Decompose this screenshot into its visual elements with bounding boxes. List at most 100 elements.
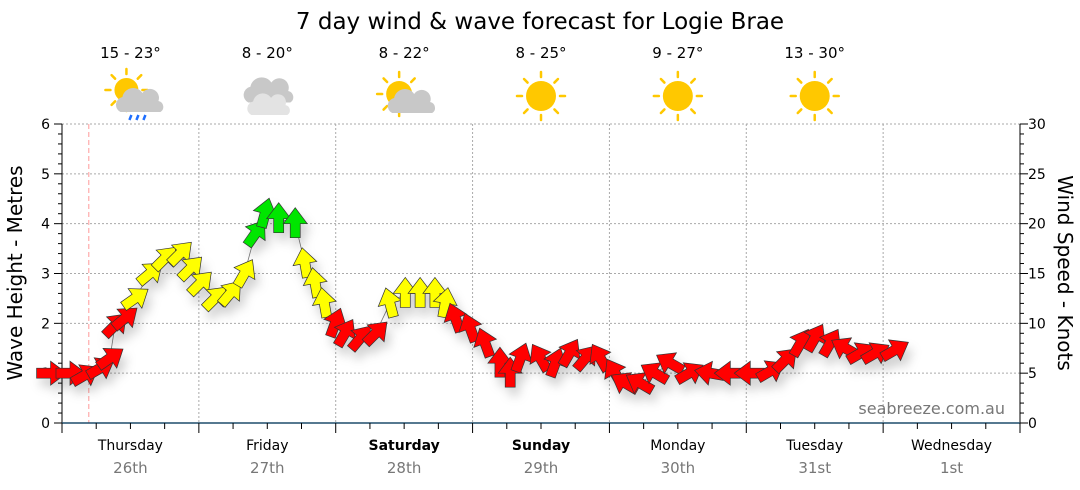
right-tick-label: 10 — [1028, 316, 1046, 332]
wind-arrow — [36, 360, 68, 386]
day-label: Sunday — [512, 438, 570, 454]
wind-arrow — [473, 327, 498, 359]
wind-arrow — [333, 318, 356, 349]
wind-arrow — [110, 307, 138, 332]
sun-icon — [652, 70, 704, 122]
left-tick-label: 6 — [41, 117, 50, 133]
left-tick-label: 5 — [41, 167, 50, 183]
left-axis-label: Wave Height - Metres — [3, 165, 27, 380]
temperature-range: 8 - 20° — [242, 44, 293, 62]
wind-arrow — [265, 202, 292, 234]
wind-arrow — [95, 348, 124, 371]
sun-cloud-icon — [375, 70, 435, 118]
sun-disc — [526, 81, 556, 111]
sun-ray — [796, 108, 803, 115]
wind-arrow — [282, 207, 308, 239]
sun-ray — [522, 77, 529, 84]
sun-ray — [136, 73, 143, 80]
sun-ray — [690, 77, 697, 84]
daily-forecast-header: 15 - 23° 8 - 20° 8 - 22° 8 - 25° 9 - 27° 13 -… — [100, 44, 845, 122]
temperature-range: 13 - 30° — [784, 44, 845, 62]
sun-ray — [826, 77, 833, 84]
wind-arrow — [407, 276, 433, 308]
date-label: 30th — [661, 459, 695, 477]
sun-ray — [522, 108, 529, 115]
left-tick-label: 4 — [41, 217, 50, 233]
sun-ray — [553, 77, 560, 84]
sun-ray — [409, 77, 416, 84]
date-label: 26th — [113, 459, 147, 477]
wind-arrow — [186, 271, 212, 298]
wind-arrow — [176, 256, 203, 283]
day-label: Tuesday — [785, 438, 843, 454]
wind-arrows — [36, 197, 909, 395]
temperature-range: 8 - 25° — [515, 44, 566, 62]
right-axis-label: Wind Speed - Knots — [1053, 175, 1077, 371]
date-label: 29th — [524, 459, 558, 477]
cloudy-icon — [243, 77, 294, 115]
rain-drop — [142, 114, 147, 121]
left-tick-label: 3 — [41, 267, 50, 283]
cloud-shape — [387, 89, 435, 113]
wind-arrow — [508, 342, 533, 374]
sun-disc — [799, 81, 830, 111]
sun-ray — [659, 77, 666, 84]
sun-ray — [690, 108, 697, 115]
wind-arrow — [656, 352, 686, 376]
wind-arrow — [232, 259, 256, 289]
day-label: Friday — [246, 438, 288, 454]
sun-ray — [659, 108, 666, 115]
left-tick-label: 2 — [41, 316, 50, 332]
sun-cloud-rain-icon — [104, 67, 164, 121]
left-tick-label: 0 — [41, 416, 50, 432]
wind-arrow — [733, 360, 765, 386]
date-label: 27th — [250, 459, 284, 477]
sun-ray — [382, 104, 389, 111]
wind-arrow — [879, 339, 909, 363]
wind-arrow — [120, 288, 149, 312]
temperature-range: 8 - 22° — [379, 44, 430, 62]
date-label: 28th — [387, 459, 421, 477]
chart-title: 7 day wind & wave forecast for Logie Bra… — [296, 9, 784, 35]
day-label: Monday — [650, 438, 705, 454]
day-label: Saturday — [369, 438, 440, 454]
wind-arrow — [392, 276, 418, 308]
sun-ray — [110, 73, 117, 80]
day-label: Thursday — [97, 438, 163, 454]
wind-arrow — [771, 348, 797, 375]
right-tick-label: 20 — [1028, 217, 1046, 233]
wind-arrow — [361, 321, 388, 348]
cloud-shape — [116, 88, 164, 112]
axes: 0123456051015202530Thursday26thFriday27t… — [41, 117, 1046, 477]
right-tick-label: 15 — [1028, 267, 1046, 283]
rain-drop — [128, 114, 133, 121]
sun-icon — [515, 70, 567, 122]
temperature-range: 9 - 27° — [652, 44, 703, 62]
wind-arrow — [252, 197, 278, 229]
watermark: seabreeze.com.au — [858, 399, 1005, 418]
wind-arrow — [625, 372, 656, 395]
wind-arrow — [166, 241, 192, 268]
sun-ray — [110, 100, 117, 107]
day-label: Wednesday — [911, 438, 992, 454]
wind-arrow — [802, 323, 826, 354]
wind-arrow — [216, 280, 241, 308]
right-tick-label: 0 — [1028, 416, 1037, 432]
temperature-range: 15 - 23° — [100, 44, 161, 62]
right-tick-label: 25 — [1028, 167, 1046, 183]
right-tick-label: 30 — [1028, 117, 1046, 133]
date-label: 1st — [940, 459, 963, 477]
sun-ray — [382, 77, 389, 84]
date-label: 31st — [798, 459, 831, 477]
wind-arrow — [377, 287, 403, 319]
sun-icon — [789, 70, 840, 122]
sun-ray — [796, 77, 803, 84]
wind-arrow — [323, 307, 347, 339]
wind-arrow — [640, 362, 671, 385]
sun-ray — [826, 108, 833, 115]
sun-disc — [662, 81, 693, 111]
wind-arrow — [557, 338, 581, 369]
cloud-shape — [247, 93, 290, 115]
rain-drop — [135, 114, 140, 121]
